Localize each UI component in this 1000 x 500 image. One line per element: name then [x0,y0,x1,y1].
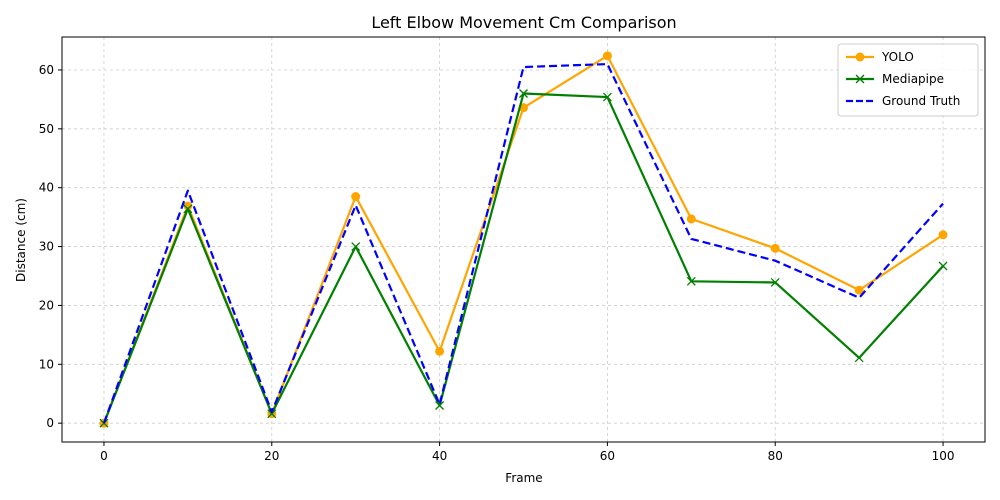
x-axis: 0 20 40 60 80 100 [100,442,954,463]
plot-frame [61,36,986,443]
data-point-mediapipe [770,278,780,287]
data-point-mediapipe [351,242,361,252]
x-tick-label: 20 [264,449,279,463]
y-tick-label: 60 [39,63,54,77]
data-point-mediapipe [686,276,696,286]
y-tick-label: 50 [39,122,54,136]
y-tick-label: 0 [46,416,54,430]
data-point-yolo [435,346,445,356]
data-point-mediapipe [938,261,948,271]
legend-box [837,43,979,117]
legend-label-mediapipe: Mediapipe [882,72,944,86]
x-tick-label: 80 [768,449,783,463]
legend-label-yolo: YOLO [881,50,914,64]
data-point-mediapipe [602,92,612,102]
legend: YOLO Mediapipe Ground Truth [837,43,979,117]
legend-marker-mediapipe [855,74,865,84]
data-point-yolo [351,192,361,202]
data-point-yolo [770,243,780,253]
data-point-yolo [602,51,612,61]
data-point-yolo [854,285,864,295]
x-axis-label: Frame [505,471,542,485]
x-tick-label: 100 [932,449,955,463]
data-point-mediapipe [854,353,864,363]
marker-stroke [351,242,361,252]
marker-stroke [602,92,612,102]
data-point-mediapipe [519,89,528,98]
y-tick-label: 40 [39,181,54,195]
marker-stroke [686,276,696,286]
marker-stroke [267,409,277,419]
marker-stroke [519,89,528,98]
data-point-mediapipe [183,204,193,214]
grid [62,37,985,442]
legend-marker-yolo [855,52,865,62]
marker-stroke [770,278,780,287]
y-axis: 0 10 20 30 40 50 60 [39,63,62,430]
marker-stroke [435,401,445,410]
y-tick-label: 10 [39,357,54,371]
chart-title: Left Elbow Movement Cm Comparison [371,13,676,32]
data-point-yolo [938,230,948,240]
marker-stroke [855,74,865,84]
y-tick-label: 20 [39,298,54,312]
marker-stroke [183,204,193,214]
x-tick-label: 0 [100,449,108,463]
series-group [99,51,948,428]
y-tick-label: 30 [39,240,54,254]
legend-label-ground-truth: Ground Truth [882,94,960,108]
data-point-mediapipe [435,401,445,410]
data-point-yolo [686,214,696,224]
y-axis-label: Distance (cm) [14,198,28,282]
x-tick-label: 40 [432,449,447,463]
x-tick-label: 60 [600,449,615,463]
data-point-mediapipe [267,409,277,419]
marker-stroke [938,261,948,271]
marker-stroke [854,353,864,363]
